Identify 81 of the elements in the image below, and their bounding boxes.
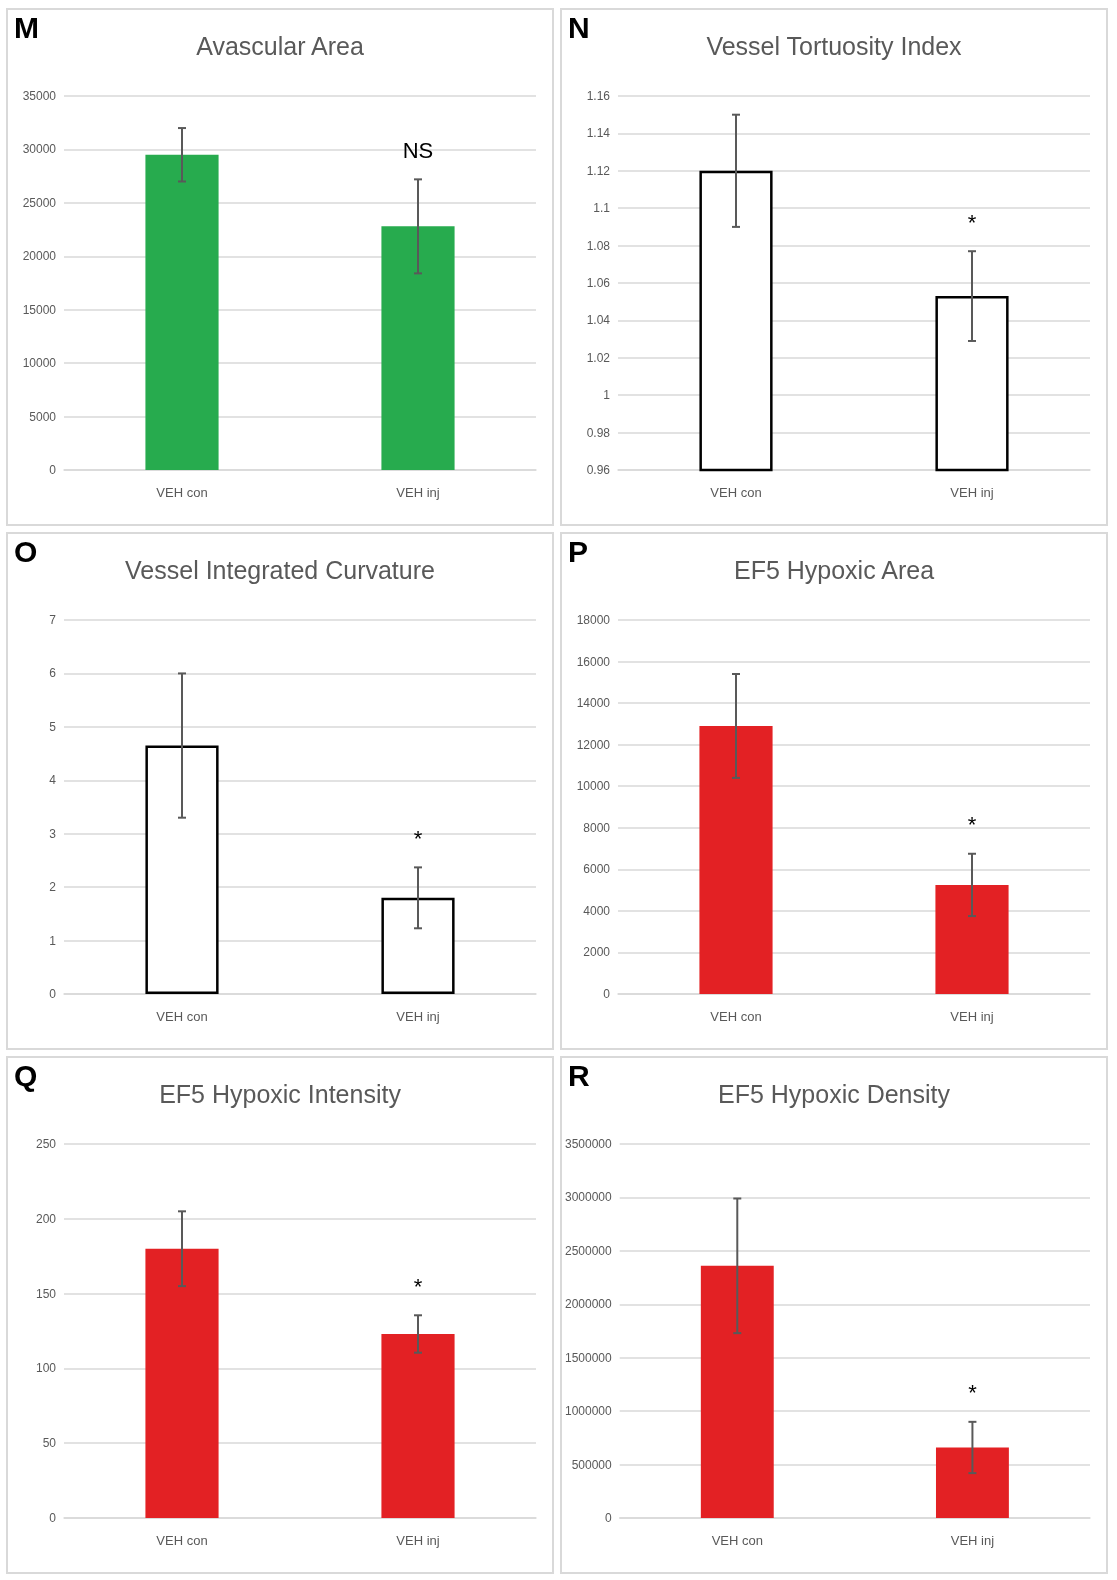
y-tick-label: 1.06 (586, 276, 611, 290)
x-tick-label: VEH inj (396, 485, 440, 500)
y-tick-label: 6 (49, 666, 57, 681)
y-tick-label: 7 (49, 613, 57, 627)
y-tick-label: 15000 (22, 302, 57, 317)
y-tick-label: 5000 (29, 409, 57, 424)
y-tick-label: 16000 (576, 654, 611, 669)
y-tick-label: 50 (42, 1436, 57, 1451)
y-tick-label: 3 (49, 826, 57, 841)
y-tick-label: 1.16 (586, 89, 611, 103)
text: M (14, 10, 39, 44)
y-tick-label: 3000000 (565, 1190, 613, 1205)
y-tick-label: 20000 (22, 249, 57, 264)
y-tick-label: 500000 (571, 1457, 613, 1472)
annotation: * (967, 209, 977, 235)
y-tick-label: 0 (49, 1511, 57, 1525)
y-tick-label: 100 (35, 1361, 57, 1376)
y-tick-label: 1.12 (586, 163, 611, 178)
y-tick-label: 2000000 (565, 1297, 613, 1312)
x-tick-label: VEH inj (950, 485, 994, 500)
chart-title: Avascular Area (196, 31, 364, 60)
y-tick-label: 30000 (22, 142, 57, 157)
y-tick-label: 2000 (583, 945, 611, 960)
y-tick-label: 8000 (583, 820, 611, 835)
annotation: * (413, 1273, 423, 1299)
annotation: NS (402, 137, 434, 163)
y-tick-label: 1.1 (593, 201, 611, 216)
x-tick-label: VEH con (710, 1009, 762, 1024)
y-tick-label: 1000000 (565, 1404, 613, 1419)
y-tick-label: 10000 (22, 356, 57, 371)
annotation: * (413, 825, 423, 851)
text: P (568, 534, 589, 568)
y-tick-label: 35000 (22, 89, 57, 103)
x-tick-label: VEH con (710, 485, 762, 500)
y-tick-label: 0.98 (586, 425, 611, 440)
y-tick-label: 18000 (576, 613, 611, 627)
text: Q (14, 1058, 38, 1092)
chart-title: EF5 Hypoxic Intensity (159, 1079, 402, 1108)
y-tick-label: 150 (35, 1286, 57, 1301)
y-tick-label: 0 (49, 987, 57, 1001)
chart-title: Vessel Integrated Curvature (125, 555, 435, 584)
y-tick-label: 14000 (576, 696, 611, 711)
y-tick-label: 0 (605, 1511, 613, 1525)
y-tick-label: 0.96 (586, 463, 611, 477)
text: R (568, 1058, 590, 1092)
y-tick-label: 4000 (583, 903, 611, 918)
chart-title: EF5 Hypoxic Area (733, 555, 935, 584)
chart-title: Vessel Tortuosity Index (706, 31, 963, 60)
text: N (568, 10, 590, 44)
text: O (14, 534, 38, 568)
x-tick-label: VEH inj (950, 1009, 994, 1024)
y-tick-label: 1.04 (586, 313, 611, 328)
y-tick-label: 1 (49, 933, 57, 948)
y-tick-label: 1500000 (565, 1350, 613, 1365)
y-tick-label: 2500000 (565, 1243, 613, 1258)
y-tick-label: 1 (603, 388, 611, 403)
y-tick-label: 6000 (583, 862, 611, 877)
x-tick-label: VEH con (156, 1009, 208, 1024)
y-tick-label: 5 (49, 719, 57, 734)
chart-title: EF5 Hypoxic Density (717, 1079, 951, 1108)
y-tick-label: 1.02 (586, 350, 611, 365)
y-tick-label: 0 (49, 463, 57, 477)
y-tick-label: 10000 (576, 779, 611, 794)
x-tick-label: VEH inj (950, 1533, 995, 1548)
x-tick-label: VEH con (711, 1533, 763, 1548)
x-tick-label: VEH con (156, 1533, 208, 1548)
y-tick-label: 250 (35, 1137, 57, 1151)
y-tick-label: 1.08 (586, 238, 611, 253)
y-tick-label: 12000 (576, 737, 611, 752)
y-tick-label: 1.14 (586, 126, 611, 141)
y-tick-label: 25000 (22, 195, 57, 210)
x-tick-label: VEH inj (396, 1009, 440, 1024)
annotation: * (968, 1380, 978, 1406)
y-tick-label: 0 (603, 987, 611, 1001)
y-tick-label: 2 (49, 880, 57, 895)
x-tick-label: VEH con (156, 485, 208, 500)
y-tick-label: 4 (49, 773, 57, 788)
annotation: * (967, 812, 977, 838)
x-tick-label: VEH inj (396, 1533, 440, 1548)
y-tick-label: 200 (35, 1211, 57, 1226)
y-tick-label: 3500000 (565, 1137, 613, 1151)
